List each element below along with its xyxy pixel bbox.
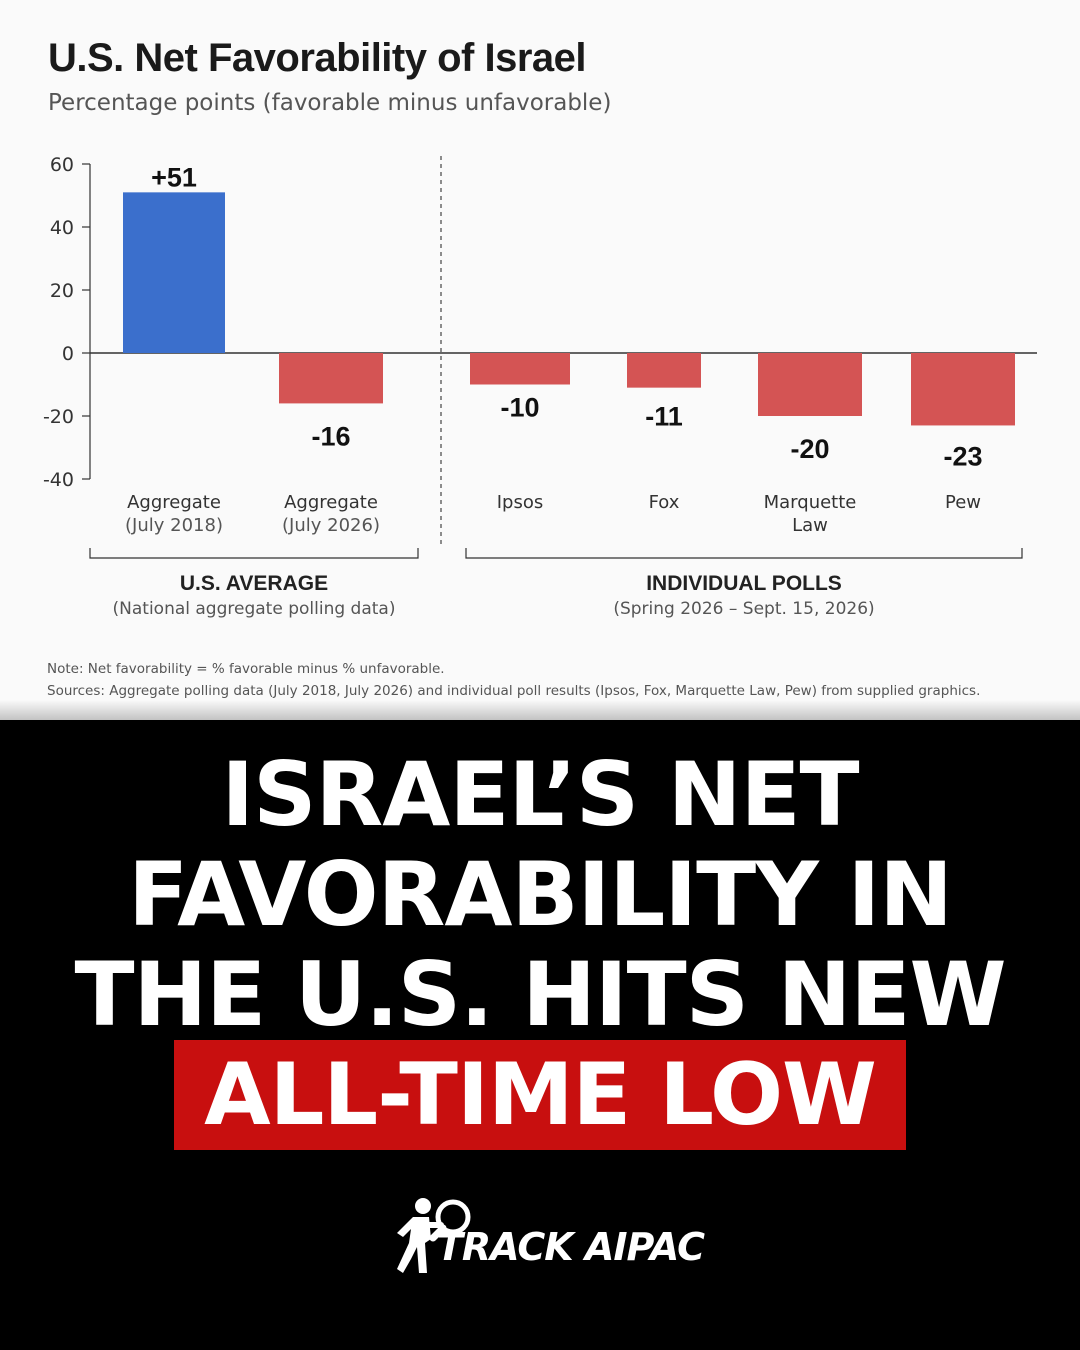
headline-line-3: THE U.S. HITS NEW bbox=[74, 943, 1006, 1046]
bar bbox=[911, 353, 1015, 426]
chart-note: Note: Net favorability = % favorable min… bbox=[47, 661, 445, 677]
bar bbox=[279, 353, 383, 404]
data-label: +51 bbox=[151, 162, 197, 192]
magnifier-person-icon bbox=[397, 1198, 471, 1273]
bar bbox=[758, 353, 862, 416]
y-tick-label: 60 bbox=[50, 154, 74, 176]
category-label: Law bbox=[792, 515, 828, 536]
chart-notes: Note: Net favorability = % favorable min… bbox=[47, 658, 980, 702]
headline-highlight: ALL-TIME LOW bbox=[174, 1040, 906, 1150]
chart-sources: Sources: Aggregate polling data (July 20… bbox=[47, 683, 981, 699]
chart-panel: U.S. Net Favorability of Israel Percenta… bbox=[0, 0, 1080, 720]
data-label: -16 bbox=[311, 421, 350, 451]
data-label: -20 bbox=[790, 434, 829, 464]
category-label: Fox bbox=[649, 492, 680, 513]
category-label: (July 2026) bbox=[282, 515, 380, 536]
brand-name: TRACK AIPAC bbox=[437, 1225, 705, 1269]
headline-line-2: FAVORABILITY IN bbox=[128, 843, 953, 946]
category-label: Ipsos bbox=[497, 492, 544, 513]
brand-logo: TRACK AIPAC bbox=[395, 1195, 705, 1280]
bar bbox=[470, 353, 570, 385]
chart-title: U.S. Net Favorability of Israel bbox=[48, 36, 587, 80]
bar bbox=[627, 353, 701, 388]
y-tick-label: -20 bbox=[43, 406, 74, 428]
y-tick-label: 0 bbox=[62, 343, 74, 365]
headline-line-1: ISRAEL’S NET bbox=[221, 743, 859, 846]
headline: ISRAEL’S NET FAVORABILITY IN THE U.S. HI… bbox=[0, 745, 1080, 1045]
group-bracket bbox=[89, 548, 419, 559]
y-tick-label: -40 bbox=[43, 469, 74, 491]
group-subtitle: (National aggregate polling data) bbox=[113, 599, 396, 619]
headline-highlight-row: ALL-TIME LOW bbox=[0, 1040, 1080, 1150]
y-tick-label: 20 bbox=[50, 280, 74, 302]
group-title: INDIVIDUAL POLLS bbox=[646, 572, 842, 595]
y-tick-label: 40 bbox=[50, 217, 74, 239]
category-label: Pew bbox=[945, 492, 981, 513]
category-label: Marquette bbox=[764, 492, 857, 513]
bar bbox=[123, 192, 225, 353]
group-title: U.S. AVERAGE bbox=[180, 572, 328, 595]
data-label: -10 bbox=[500, 393, 539, 423]
gradient-fade bbox=[0, 700, 1080, 810]
data-label: -11 bbox=[645, 402, 683, 432]
category-label: Aggregate bbox=[284, 492, 378, 513]
chart-subtitle: Percentage points (favorable minus unfav… bbox=[48, 90, 612, 116]
data-label: -23 bbox=[943, 441, 982, 471]
category-label: Aggregate bbox=[127, 492, 221, 513]
group-subtitle: (Spring 2026 – Sept. 15, 2026) bbox=[613, 599, 874, 619]
group-bracket bbox=[465, 548, 1023, 559]
category-label: (July 2018) bbox=[125, 515, 223, 536]
